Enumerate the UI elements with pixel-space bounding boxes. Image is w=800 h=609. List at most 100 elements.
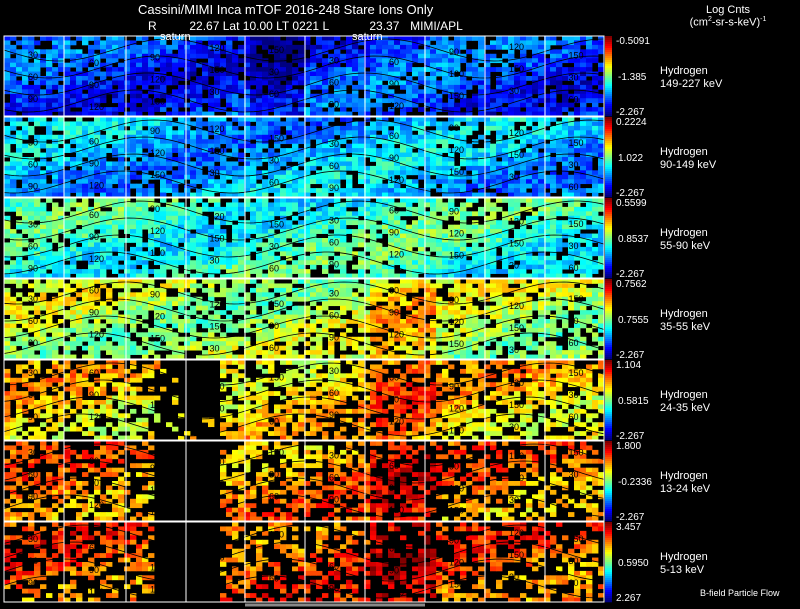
heat-cell [556, 49, 563, 55]
heat-cell [586, 246, 593, 252]
heat-cell [226, 71, 233, 77]
heat-cell [4, 264, 11, 270]
heat-cell [4, 174, 11, 180]
heat-cell [376, 161, 383, 167]
heat-cell [442, 76, 449, 81]
heat-cell [424, 44, 431, 50]
heat-cell [28, 211, 35, 217]
heat-cell [592, 143, 599, 149]
heat-cell [22, 157, 29, 162]
heat-cell [526, 84, 533, 90]
heat-cell [214, 117, 221, 122]
heat-cell [466, 130, 473, 136]
heat-cell [592, 198, 599, 203]
colorbar-segment [605, 228, 612, 231]
heat-cell [274, 157, 281, 162]
heat-cell [52, 327, 59, 333]
heat-cell [82, 273, 89, 279]
heat-cell [598, 107, 605, 112]
heat-cell [10, 98, 17, 104]
heat-cell [508, 148, 515, 153]
heat-cell [394, 211, 401, 217]
heat-cell [166, 264, 173, 270]
heat-cell [298, 264, 305, 270]
heat-cell [484, 161, 491, 167]
heat-cell [322, 161, 329, 167]
heat-cell [274, 62, 281, 68]
heat-cell [382, 89, 389, 95]
heat-cell [388, 238, 395, 243]
heat-cell [442, 179, 449, 185]
heat-cell [76, 139, 83, 145]
heat-cell [280, 179, 287, 185]
heat-cell [136, 49, 143, 55]
colorbar-segment [605, 68, 612, 71]
heat-cell [382, 148, 389, 153]
heat-cell [298, 139, 305, 145]
heat-cell [340, 202, 347, 208]
heat-cell [388, 53, 395, 59]
heat-cell [64, 192, 71, 198]
heat-cell [106, 111, 113, 117]
contour-label: 120 [89, 254, 104, 264]
heat-cell [244, 246, 251, 252]
heat-cell [358, 152, 365, 158]
heat-cell [442, 255, 449, 261]
colorbar-segment [605, 169, 612, 172]
heat-cell [64, 264, 71, 270]
heat-cell [556, 67, 563, 72]
heat-cell [436, 125, 443, 131]
heat-cell [538, 40, 545, 46]
heat-cell [502, 111, 509, 117]
colorbar-segment [605, 147, 612, 150]
heat-cell [256, 125, 263, 131]
colorbar-segment [605, 98, 612, 101]
heat-cell [94, 89, 101, 95]
heat-cell [34, 305, 41, 311]
heat-cell [46, 301, 53, 307]
heat-cell [466, 188, 473, 193]
heat-cell [58, 49, 65, 55]
heat-cell [94, 98, 101, 104]
heat-cell [16, 134, 23, 140]
heat-cell [154, 36, 161, 41]
heat-cell [94, 152, 101, 158]
heat-cell [532, 211, 539, 217]
heat-cell [40, 350, 47, 355]
heat-cell [40, 354, 47, 360]
heat-cell [514, 44, 521, 50]
heat-cell [322, 165, 329, 171]
heat-cell [40, 269, 47, 274]
heat-cell [22, 36, 29, 41]
heat-cell [532, 224, 539, 230]
heat-cell [262, 143, 269, 149]
heat-cell [322, 255, 329, 261]
heat-cell [316, 215, 323, 221]
heat-cell [304, 93, 311, 99]
heat-cell [268, 76, 275, 81]
heat-cell [478, 117, 485, 122]
heat-cell [148, 49, 155, 55]
heat-cell [52, 84, 59, 90]
heat-cell [166, 93, 173, 99]
heat-cell [94, 238, 101, 243]
heat-cell [478, 36, 485, 41]
heat-cell [502, 260, 509, 266]
heat-cell [292, 264, 299, 270]
heat-cell [406, 98, 413, 104]
heat-cell [376, 36, 383, 41]
heat-cell [82, 148, 89, 153]
heat-cell [556, 40, 563, 46]
heat-cell [160, 40, 167, 46]
heat-cell [52, 165, 59, 171]
heat-cell [70, 233, 77, 239]
heat-cell [508, 58, 515, 64]
heat-cell [574, 202, 581, 208]
heat-cell [214, 165, 221, 171]
heat-cell [544, 229, 551, 234]
heat-cell [280, 273, 287, 279]
heat-cell [298, 111, 305, 117]
heat-cell [256, 198, 263, 203]
heat-cell [166, 174, 173, 180]
heat-cell [466, 246, 473, 252]
